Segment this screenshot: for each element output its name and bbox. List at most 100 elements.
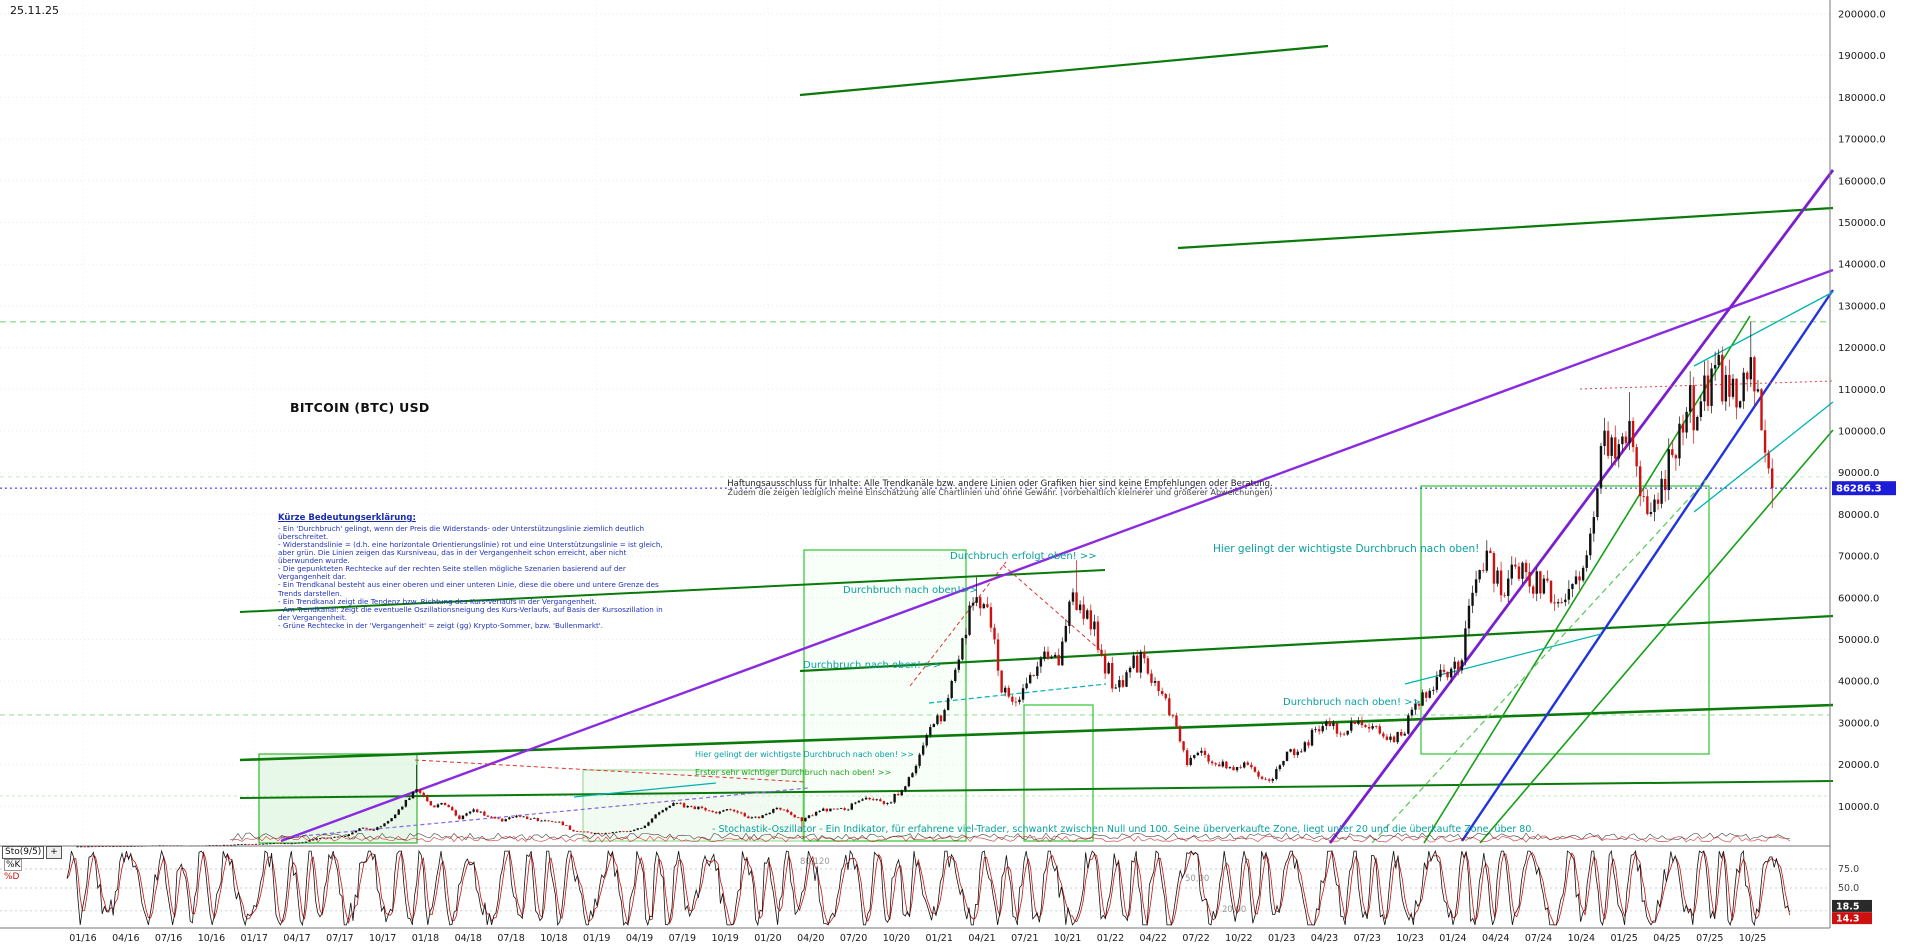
- x-axis-label: 07/24: [1525, 933, 1552, 944]
- y-axis-label: 200000.0: [1838, 10, 1886, 21]
- x-axis-label: 10/24: [1568, 933, 1595, 944]
- zone-2021-correction: [1023, 704, 1094, 842]
- trend-green-top: [799, 44, 1329, 97]
- y-axis-label: 190000.0: [1838, 51, 1886, 62]
- x-axis-label: 01/21: [926, 933, 953, 944]
- stochastic-indicator-button[interactable]: Sto(9/5): [2, 846, 45, 859]
- trend-purple-steep: [1328, 169, 1835, 844]
- trend-green-steep2: [1479, 429, 1834, 844]
- legend-line-0: - Ein 'Durchbruch' gelingt, wenn der Pre…: [278, 523, 645, 541]
- x-axis-label: 01/16: [69, 933, 96, 944]
- trend-violet-dashed: [280, 787, 809, 839]
- trend-blue-steep: [1461, 289, 1834, 842]
- x-axis-label: 04/21: [968, 933, 995, 944]
- y-axis-label: 110000.0: [1838, 385, 1886, 396]
- x-axis-label: 01/17: [241, 933, 268, 944]
- y-axis-label: 70000.0: [1838, 552, 1879, 563]
- legend-line-6: - Grüne Rechtecke in der 'Vergangenheit'…: [278, 621, 604, 631]
- legend-lines: - Ein 'Durchbruch' gelingt, wenn der Pre…: [278, 523, 666, 631]
- trend-cyan-3: [1404, 633, 1602, 685]
- chart-date-label: 25.11.25: [10, 4, 59, 17]
- x-axis-label: 07/22: [1182, 933, 1209, 944]
- bottom-indicator-k: [229, 832, 1791, 841]
- stochastic-k-value: 18.5: [1836, 901, 1859, 912]
- bottom-indicator-d: [231, 835, 1791, 843]
- y-axis-label: 180000.0: [1838, 93, 1886, 104]
- x-axis-label: 04/24: [1482, 933, 1509, 944]
- x-axis-label: 07/21: [1011, 933, 1038, 944]
- osc-level-label: 50.0: [1838, 883, 1859, 894]
- x-axis-label: 04/23: [1311, 933, 1338, 944]
- x-axis-label: 07/23: [1354, 933, 1381, 944]
- candlestick-series: [76, 321, 1774, 848]
- x-axis-label: 07/19: [669, 933, 696, 944]
- x-axis-label: 01/18: [412, 933, 439, 944]
- x-axis-label: 10/16: [198, 933, 225, 944]
- x-axis-label: 07/25: [1696, 933, 1723, 944]
- y-axis-label: 100000.0: [1838, 427, 1886, 438]
- annotation-first-breakout: Erster sehr wichtiger Durchbruch nach ob…: [695, 768, 892, 777]
- y-axis-label: 150000.0: [1838, 218, 1886, 229]
- trend-red-dash-1: [414, 759, 807, 783]
- y-axis-label: 160000.0: [1838, 176, 1886, 187]
- x-axis-label: 04/18: [455, 933, 482, 944]
- trend-green-support: [239, 703, 1834, 762]
- trend-green-mid: [239, 569, 1106, 613]
- x-axis-label: 10/19: [711, 933, 738, 944]
- y-axis-label: 130000.0: [1838, 301, 1886, 312]
- x-axis-label: 04/25: [1653, 933, 1680, 944]
- x-axis-label: 07/17: [326, 933, 353, 944]
- zone-2023-2025: [1420, 485, 1710, 755]
- x-axis-label: 01/19: [583, 933, 610, 944]
- oscillator-header: Sto(9/5) +: [2, 846, 62, 859]
- y-axis-label: 20000.0: [1838, 760, 1879, 771]
- y-axis-label: 40000.0: [1838, 677, 1879, 688]
- add-indicator-button[interactable]: +: [46, 846, 62, 859]
- y-axis-label: 60000.0: [1838, 593, 1879, 604]
- y-axis-label: 90000.0: [1838, 468, 1879, 479]
- y-axis-label: 30000.0: [1838, 718, 1879, 729]
- x-axis-label: 10/22: [1225, 933, 1252, 944]
- current-price-badge: [1832, 481, 1896, 496]
- legend-line-5: - Am Trendkanal: zeigt die eventuelle Os…: [278, 604, 663, 622]
- trend-green-low: [239, 780, 1834, 799]
- x-axis-label: 04/22: [1140, 933, 1167, 944]
- y-axis-label: 50000.0: [1838, 635, 1879, 646]
- stochastic-k-badge: [1832, 899, 1872, 912]
- annotation-breakout-mid: Durchbruch nach oben! >>: [803, 660, 941, 671]
- x-axis-label: 04/16: [112, 933, 139, 944]
- legend-title: Kürze Bedeutungserklärung:: [278, 513, 416, 523]
- oscillator-series-labels: %K %D: [4, 859, 23, 882]
- chart-title: BITCOIN (BTC) USD: [290, 400, 430, 415]
- disclaimer: Haftungsausschluss für Inhalte: Alle Tre…: [560, 479, 1440, 497]
- x-axis-label: 10/23: [1396, 933, 1423, 944]
- x-axis-label: 10/17: [369, 933, 396, 944]
- trend-cyan-5: [1693, 401, 1834, 513]
- x-axis-label: 10/25: [1739, 933, 1766, 944]
- x-axis-label: 01/22: [1097, 933, 1124, 944]
- percent-d-label: %D: [4, 872, 20, 882]
- trend-purple-long: [280, 268, 1834, 843]
- y-axis-label: 80000.0: [1838, 510, 1879, 521]
- legend-line-2: - Die gepunkteten Rechtecke auf der rech…: [278, 564, 626, 582]
- stochastic-d-badge: [1832, 912, 1872, 925]
- x-axis-label: 10/21: [1054, 933, 1081, 944]
- stochastic-k-line: [66, 849, 1790, 927]
- stochastic-d-value: 14.3: [1836, 914, 1859, 925]
- annotation-breakout-2017-main: Hier gelingt der wichtigste Durchbruch n…: [695, 750, 914, 759]
- legend-line-4: - Ein Trendkanal zeigt die Tendenz bzw. …: [278, 596, 597, 606]
- trend-green-proj-dash: [1371, 479, 1707, 844]
- osc-level-label: 75.0: [1838, 864, 1859, 875]
- x-axis-label: 01/24: [1439, 933, 1466, 944]
- disclaimer-line2: Zudem die zeigen lediglich meine Einschä…: [727, 488, 1273, 497]
- legend-line-1: - Widerstandslinie = (d.h. eine horizont…: [278, 539, 663, 566]
- trend-green-steep1: [1423, 315, 1751, 844]
- trend-red-dash-4: [1002, 564, 1101, 651]
- trend-cyan-4: [1693, 291, 1834, 367]
- x-axis-label: 10/20: [883, 933, 910, 944]
- y-axis-label: 10000.0: [1838, 802, 1879, 813]
- y-axis-label: 140000.0: [1838, 260, 1886, 271]
- legend-line-3: - Ein Trendkanal besteht aus einer obere…: [278, 580, 659, 598]
